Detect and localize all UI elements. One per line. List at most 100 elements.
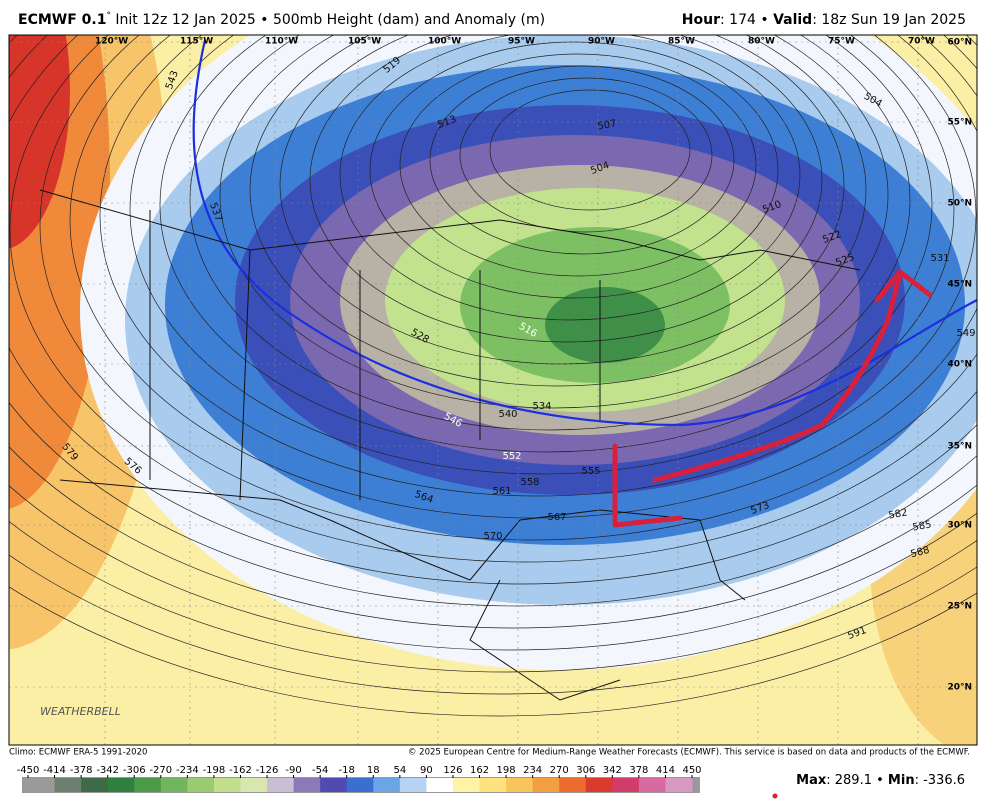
contour-label: 531 bbox=[930, 253, 949, 264]
init: Init 12z 12 Jan 2025 bbox=[115, 12, 255, 28]
borders bbox=[39, 189, 861, 701]
contour-label: 582 bbox=[888, 507, 909, 521]
colorbar-swatch bbox=[638, 778, 666, 792]
separator: • bbox=[872, 773, 888, 788]
colorbar: -450 -414 -378 -342 -306 -270 -234 -198 -162 -126… bbox=[17, 765, 702, 793]
contour-line bbox=[9, 484, 977, 651]
contour-line bbox=[9, 520, 977, 673]
colorbar-swatch bbox=[346, 778, 374, 792]
longitude-label: 115°W bbox=[180, 37, 213, 47]
contour-label: 561 bbox=[492, 486, 511, 497]
contour-line bbox=[9, 35, 977, 629]
colorbar-swatch bbox=[81, 778, 109, 792]
contour-line bbox=[489, 89, 691, 211]
colorbar-tick-label: -198 bbox=[203, 765, 226, 776]
colorbar-tick-label: 162 bbox=[470, 765, 489, 776]
colorbar-tick-label: -126 bbox=[256, 765, 279, 776]
valid: : 18z Sun 19 Jan 2025 bbox=[812, 12, 966, 28]
colorbar-tick-label: -450 bbox=[17, 765, 40, 776]
product: 500mb Height (dam) and Anomaly (m) bbox=[273, 12, 545, 28]
min: : -336.6 bbox=[915, 773, 965, 788]
colorbar-swatch bbox=[585, 778, 613, 792]
min-label: Min bbox=[888, 773, 915, 788]
longitude-label: 95°W bbox=[508, 37, 535, 47]
contour-line bbox=[219, 35, 889, 409]
hour-label: Hour bbox=[682, 12, 720, 28]
colorbar-swatch bbox=[665, 778, 693, 792]
colorbar-tick-label: -54 bbox=[312, 765, 328, 776]
contour-label: 555 bbox=[581, 466, 600, 477]
header-title: ECMWF 0.1° Init 12z 12 Jan 2025 • 500mb … bbox=[18, 11, 545, 29]
contour-label: 540 bbox=[498, 409, 517, 420]
latitude-label: 35°N bbox=[947, 442, 972, 452]
anomaly-warm bbox=[9, 35, 70, 249]
colorbar-tick-label: -234 bbox=[176, 765, 199, 776]
max: : 289.1 bbox=[826, 773, 872, 788]
colorbar-swatch bbox=[452, 778, 481, 792]
colorbar-tick-label: -162 bbox=[229, 765, 252, 776]
longitude-label: 110°W bbox=[265, 37, 298, 47]
longitude-label: 100°W bbox=[428, 37, 461, 47]
valid-label: Valid bbox=[773, 12, 812, 28]
contour-line bbox=[339, 35, 801, 321]
contour-label: 507 bbox=[597, 118, 618, 132]
contour-label: 549 bbox=[956, 328, 975, 339]
colorbar-swatch bbox=[373, 778, 401, 792]
latitude-label: 20°N bbox=[947, 683, 972, 693]
dot bbox=[772, 793, 778, 799]
contour-label: 552 bbox=[502, 451, 521, 462]
contour-label: 534 bbox=[532, 401, 551, 412]
colorbar-swatch bbox=[320, 778, 348, 792]
contour-line bbox=[189, 35, 911, 431]
contour-line bbox=[429, 65, 735, 255]
contour-line bbox=[249, 35, 867, 387]
climo-note: Climo: ECMWF ERA-5 1991-2020 bbox=[9, 748, 147, 758]
colorbar-tick-label: -90 bbox=[285, 765, 301, 776]
colorbar-swatch bbox=[54, 778, 82, 792]
colorbar-swatch bbox=[293, 778, 321, 792]
latitude-label: 45°N bbox=[947, 280, 972, 290]
colorbar-swatch bbox=[134, 778, 162, 792]
graticule bbox=[9, 35, 977, 745]
colorbar-tick-label: -342 bbox=[96, 765, 119, 776]
latitude-label: 30°N bbox=[947, 521, 972, 531]
colorbar-tick-label: 306 bbox=[576, 765, 595, 776]
contour-line bbox=[9, 35, 977, 563]
colorbar-tick-label: 90 bbox=[420, 765, 433, 776]
latitude-label: 25°N bbox=[947, 602, 972, 612]
contour-label: 585 bbox=[912, 519, 933, 533]
separator: • bbox=[760, 12, 768, 28]
colorbar-swatch bbox=[479, 778, 507, 792]
contour-line bbox=[99, 35, 977, 497]
contour-line bbox=[39, 35, 977, 541]
contour-line bbox=[9, 586, 977, 717]
contour-label: 570 bbox=[483, 531, 502, 542]
colorbar-tick-label: 54 bbox=[393, 765, 406, 776]
longitude-label: 120°W bbox=[95, 37, 128, 47]
contour-label: 588 bbox=[909, 545, 930, 561]
colorbar-tick-label: 234 bbox=[523, 765, 542, 776]
colorbar-tick-label: 378 bbox=[629, 765, 648, 776]
latitude-label: 60°N bbox=[947, 38, 972, 48]
colorbar-tick-label: -378 bbox=[70, 765, 93, 776]
colorbar-tick-label: -306 bbox=[123, 765, 146, 776]
max-label: Max bbox=[796, 773, 827, 788]
annotation-arrows bbox=[612, 269, 933, 528]
longitude-label: 90°W bbox=[588, 37, 615, 47]
colorbar-tick-label: 270 bbox=[550, 765, 569, 776]
colorbar-swatch bbox=[532, 778, 560, 792]
colorbar-tick-label: 18 bbox=[367, 765, 380, 776]
colorbar-tick-label: 450 bbox=[682, 765, 701, 776]
colorbar-swatch bbox=[107, 778, 135, 792]
contour-line bbox=[309, 35, 823, 343]
colorbar-swatch bbox=[612, 778, 640, 792]
longitude-label: 105°W bbox=[348, 37, 381, 47]
colorbar-tick-label: -270 bbox=[149, 765, 172, 776]
colorbar-tick-label: 414 bbox=[656, 765, 675, 776]
header-valid: Hour: 174 • Valid: 18z Sun 19 Jan 2025 bbox=[682, 12, 966, 28]
copyright: © 2025 European Centre for Medium-Range … bbox=[408, 748, 970, 758]
latitude-label: 50°N bbox=[947, 199, 972, 209]
colorbar-swatch bbox=[426, 778, 454, 792]
